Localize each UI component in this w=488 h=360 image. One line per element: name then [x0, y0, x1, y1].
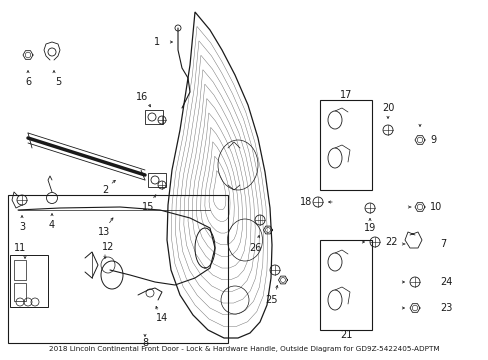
- Text: 2018 Lincoln Continental Front Door - Lock & Hardware Handle, Outside Diagram fo: 2018 Lincoln Continental Front Door - Lo…: [49, 346, 439, 352]
- Text: 15: 15: [142, 202, 154, 212]
- Bar: [145, 110, 163, 124]
- Text: 7: 7: [439, 239, 446, 249]
- Text: 2: 2: [102, 185, 108, 195]
- Text: 10: 10: [429, 202, 441, 212]
- Text: 3: 3: [19, 222, 25, 232]
- Bar: [8, 195, 227, 343]
- Text: 17: 17: [339, 90, 351, 100]
- Bar: [148, 173, 165, 187]
- Text: 13: 13: [98, 227, 110, 237]
- Bar: [14, 283, 26, 301]
- Text: 5: 5: [55, 77, 61, 87]
- Text: 20: 20: [381, 103, 393, 113]
- Text: 18: 18: [299, 197, 311, 207]
- Text: 26: 26: [248, 243, 261, 253]
- Text: 25: 25: [265, 295, 278, 305]
- Text: 12: 12: [102, 242, 114, 252]
- Bar: [319, 240, 371, 330]
- Text: 21: 21: [339, 330, 351, 340]
- Bar: [319, 100, 371, 190]
- Text: 8: 8: [142, 338, 148, 348]
- Text: 1: 1: [154, 37, 160, 47]
- Text: 23: 23: [439, 303, 451, 313]
- Text: 24: 24: [439, 277, 451, 287]
- Text: 14: 14: [156, 313, 168, 323]
- Text: 9: 9: [429, 135, 435, 145]
- Text: 6: 6: [25, 77, 31, 87]
- Text: 4: 4: [49, 220, 55, 230]
- Text: 19: 19: [363, 223, 375, 233]
- Bar: [14, 260, 26, 280]
- Text: 16: 16: [136, 92, 148, 102]
- Bar: [10, 255, 48, 307]
- Text: 22: 22: [384, 237, 397, 247]
- Text: 11: 11: [14, 243, 26, 253]
